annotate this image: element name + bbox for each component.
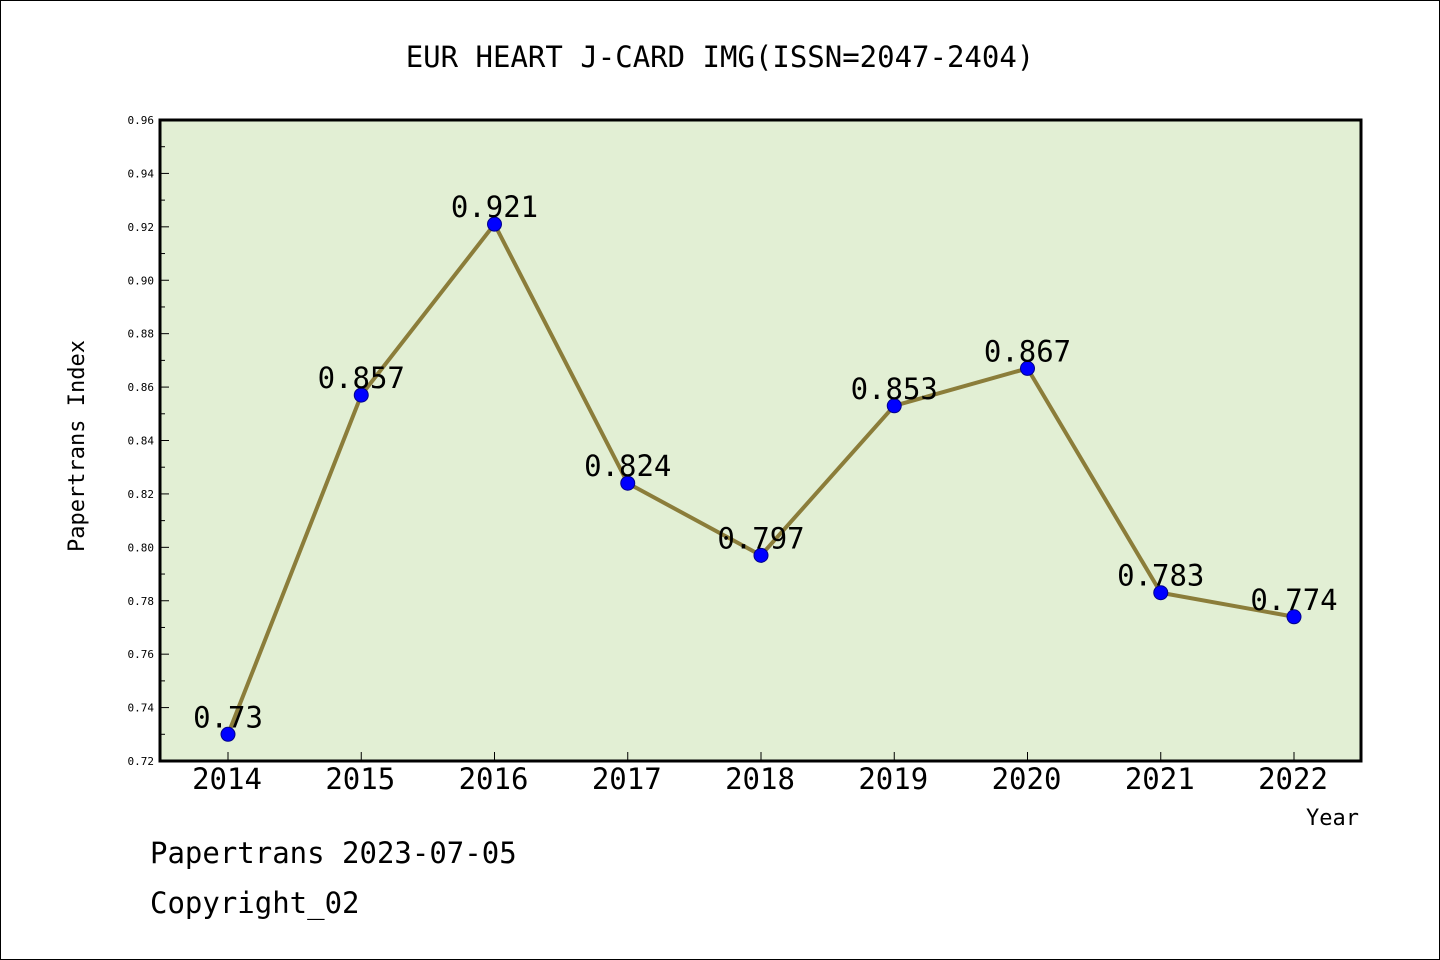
x-tick-label: 2020 <box>992 762 1062 796</box>
data-point <box>220 726 236 742</box>
plot-area <box>160 120 1361 761</box>
data-label: 0.774 <box>1250 583 1337 617</box>
data-label: 0.853 <box>851 372 938 406</box>
chart-title: EUR HEART J-CARD IMG(ISSN=2047-2404) <box>406 40 1035 74</box>
x-tick-label: 2021 <box>1125 762 1195 796</box>
data-point <box>1020 360 1035 376</box>
x-tick-label: 2022 <box>1258 762 1328 796</box>
data-point <box>753 547 769 563</box>
plot-border <box>158 118 1363 763</box>
data-label: 0.921 <box>451 190 538 224</box>
data-label: 0.824 <box>584 449 671 483</box>
y-tick-label: 0.72 <box>128 755 155 768</box>
y-tick-label: 0.94 <box>128 167 155 180</box>
data-label: 0.797 <box>717 521 804 555</box>
data-point <box>620 475 636 491</box>
y-tick-label: 0.82 <box>128 488 155 501</box>
data-point <box>353 387 369 403</box>
y-tick-label: 0.84 <box>128 435 155 448</box>
x-tick-label: 2014 <box>192 762 262 796</box>
data-point <box>1286 609 1302 625</box>
y-tick-label: 0.86 <box>128 381 155 394</box>
y-tick-label: 0.80 <box>128 541 155 554</box>
y-tick-label: 0.92 <box>128 221 155 234</box>
series-layer: 0.73 0.857 0.921 0.824 0.797 0.853 0.867 0.783 0… <box>193 190 1338 742</box>
data-label: 0.867 <box>984 334 1071 368</box>
x-tick-label: 2016 <box>459 762 529 796</box>
data-label: 0.857 <box>318 361 405 395</box>
y-axis-label: Papertrans Index <box>65 340 90 552</box>
y-tick-label: 0.74 <box>128 702 155 715</box>
x-tick-label: 2015 <box>325 762 395 796</box>
data-point <box>487 216 502 232</box>
y-tick-label: 0.78 <box>128 595 155 608</box>
y-tick-label: 0.88 <box>128 328 155 341</box>
axis-ticks: 0.72 0.74 0.76 0.78 0.80 0.82 0.84 0.86 0.88 0.90… <box>128 114 1328 796</box>
y-tick-label: 0.96 <box>128 114 155 127</box>
x-axis-label: Year <box>1306 806 1359 831</box>
x-tick-label: 2018 <box>725 762 795 796</box>
data-label: 0.73 <box>193 700 263 734</box>
y-tick-label: 0.76 <box>128 648 155 661</box>
data-label: 0.783 <box>1117 559 1204 593</box>
data-point <box>886 398 902 414</box>
data-point <box>1153 585 1169 601</box>
footer-date-text: Papertrans 2023-07-05 <box>150 836 517 870</box>
y-tick-label: 0.90 <box>128 274 155 287</box>
footer-copyright-text: Copyright_02 <box>150 886 360 920</box>
x-tick-label: 2017 <box>592 762 662 796</box>
x-tick-label: 2019 <box>858 762 928 796</box>
